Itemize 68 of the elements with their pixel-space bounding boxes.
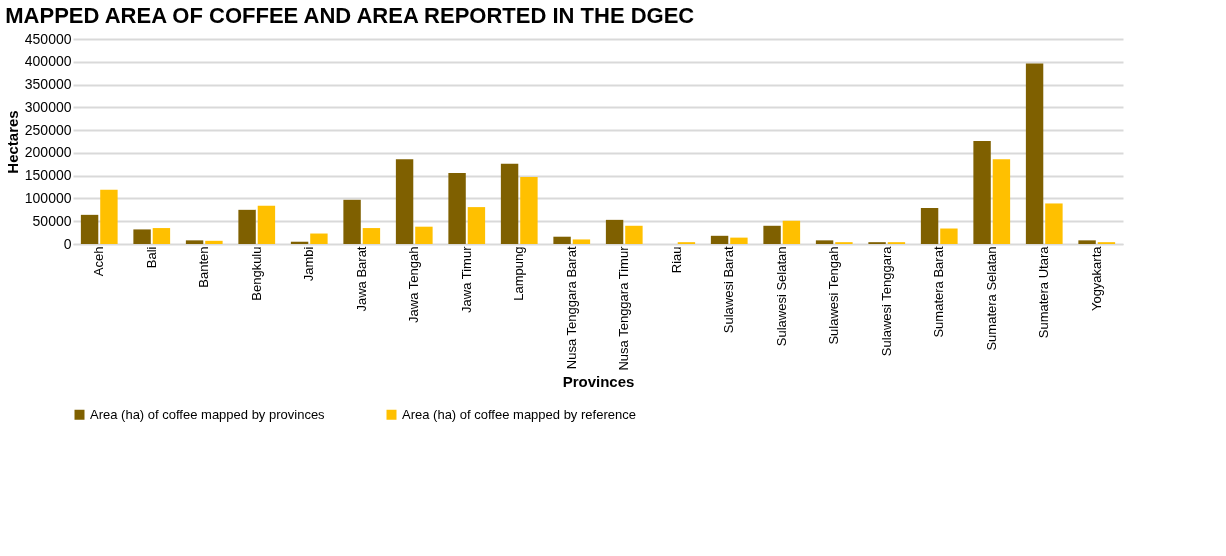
bar (238, 209, 256, 244)
bar (815, 240, 834, 244)
bar (730, 237, 748, 244)
bar (152, 228, 171, 244)
bar (520, 177, 538, 244)
bar (257, 205, 276, 244)
y-tick-label: 200000 (24, 144, 72, 161)
bar (1025, 63, 1044, 244)
bar (605, 219, 624, 244)
x-tick-label: Sulawesi Selatan (773, 246, 789, 347)
x-tick-label: Yogyakarta (1088, 245, 1104, 312)
bar (763, 225, 781, 244)
bar (205, 240, 223, 244)
y-tick-label: 100000 (24, 189, 72, 206)
y-tick-label: 300000 (24, 98, 72, 115)
bar (395, 159, 414, 244)
bar (710, 235, 729, 244)
bar (940, 228, 958, 244)
bar (133, 229, 151, 244)
legend-label: Area (ha) of coffee mapped by reference (402, 406, 636, 422)
bar (973, 141, 991, 244)
bar (992, 159, 1011, 244)
x-tick-label: Banten (196, 246, 212, 288)
x-tick-label: Aceh (91, 246, 107, 277)
bar (415, 226, 433, 244)
bar (467, 207, 486, 244)
y-tick-label: 350000 (24, 76, 72, 93)
legend-label: Area (ha) of coffee mapped by provinces (90, 406, 326, 422)
x-tick-label: Nusa Tenggara Barat (563, 246, 579, 370)
x-tick-label: Jawa Barat (353, 246, 369, 312)
bar (100, 189, 118, 244)
bar (310, 233, 328, 244)
y-tick-label: 150000 (24, 167, 72, 184)
x-tick-label: Nusa Tenggara Timur (616, 245, 632, 371)
x-tick-label: Sumatera Utara (1036, 245, 1052, 339)
y-tick-label: 50000 (32, 212, 72, 229)
y-tick-label: 450000 (24, 30, 72, 47)
bar (1078, 240, 1096, 244)
y-tick-label: 0 (63, 235, 72, 252)
x-tick-label: Riau (668, 246, 684, 274)
x-tick-label: Sulawesi Barat (721, 246, 737, 334)
bar (343, 199, 361, 244)
bar (362, 228, 381, 244)
bar (782, 220, 801, 244)
bar (500, 163, 519, 244)
x-tick-label: Bengkulu (248, 246, 264, 301)
bar (80, 214, 99, 244)
x-tick-label: Lampung (511, 246, 527, 301)
bar (920, 208, 939, 244)
bar (448, 172, 466, 244)
bar (553, 236, 571, 244)
chart-title: MAPPED AREA OF COFFEE AND AREA REPORTED IN THE DGEC (5, 3, 695, 28)
bar (625, 225, 643, 244)
x-tick-label: Jawa Tengah (406, 246, 422, 323)
bar (572, 239, 591, 244)
bar (185, 240, 204, 244)
x-tick-label: Sumatera Barat (931, 246, 947, 338)
x-tick-label: Jambi (301, 246, 317, 282)
x-tick-label: Bali (143, 246, 159, 269)
x-tick-label: Sumatera Selatan (983, 246, 999, 351)
x-axis-title: Provinces (562, 373, 635, 391)
y-axis-title: Hectares (3, 110, 21, 174)
x-tick-label: Sulawesi Tengah (826, 246, 842, 345)
x-tick-label: Sulawesi Tenggara (878, 245, 894, 357)
x-tick-label: Jawa Timur (458, 245, 474, 313)
bar (1045, 203, 1063, 244)
y-tick-label: 400000 (24, 53, 72, 70)
y-tick-label: 250000 (24, 121, 72, 138)
